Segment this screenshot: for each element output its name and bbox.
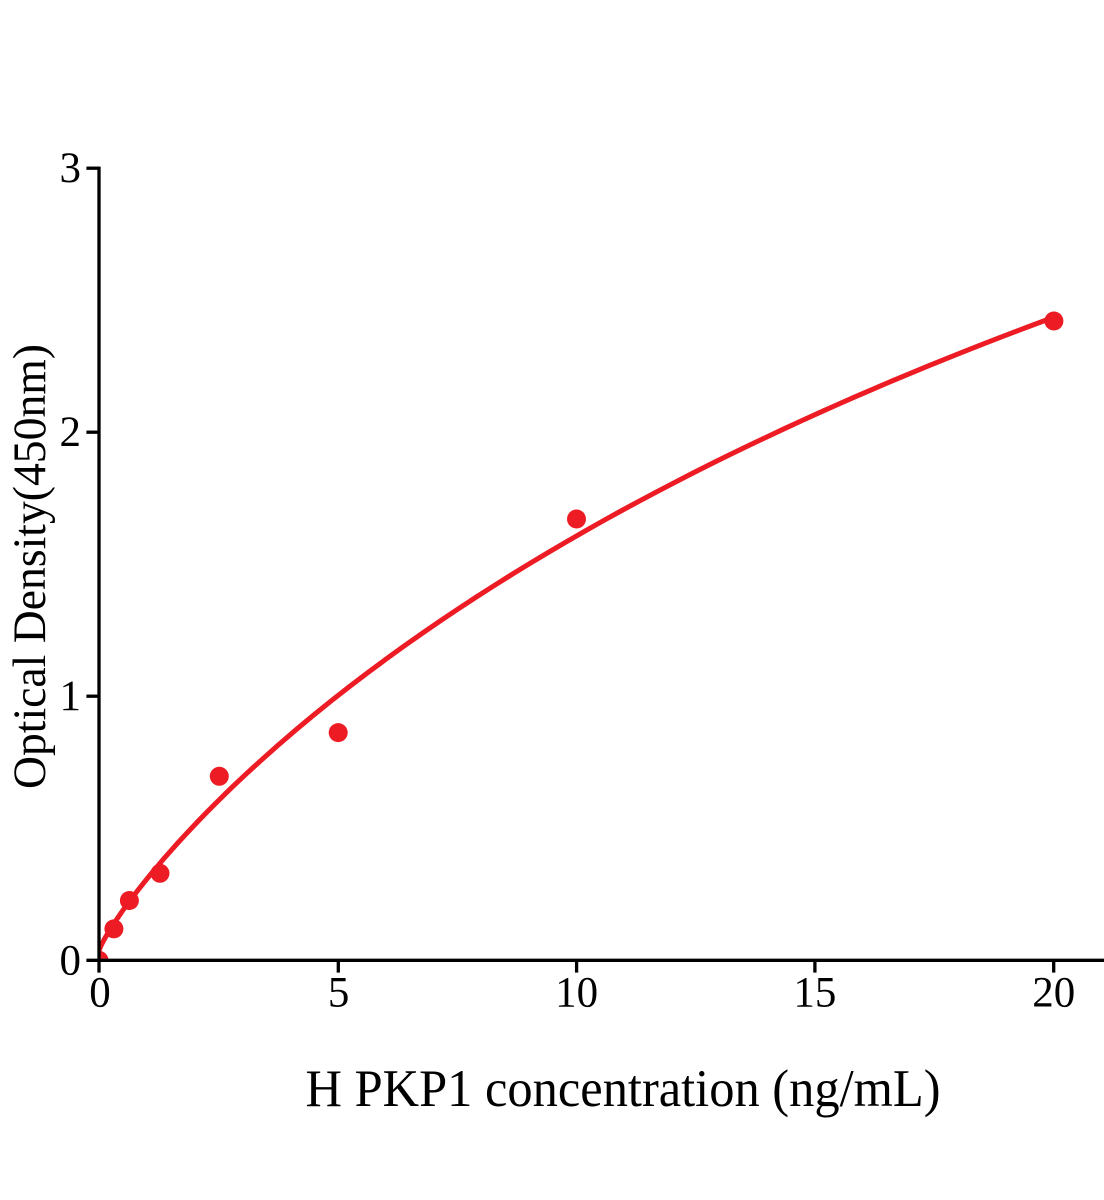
svg-text:3: 3	[60, 145, 82, 192]
svg-text:H PKP1 concentration (ng/mL): H PKP1 concentration (ng/mL)	[306, 1060, 941, 1118]
svg-text:2: 2	[60, 409, 82, 456]
svg-text:15: 15	[793, 970, 836, 1017]
svg-text:Optical Density(450nm): Optical Density(450nm)	[4, 344, 56, 789]
svg-text:0: 0	[89, 970, 111, 1017]
svg-text:10: 10	[555, 970, 598, 1017]
svg-text:5: 5	[328, 970, 350, 1017]
svg-text:20: 20	[1032, 970, 1075, 1017]
svg-text:0: 0	[60, 937, 82, 984]
svg-text:1: 1	[60, 673, 82, 720]
